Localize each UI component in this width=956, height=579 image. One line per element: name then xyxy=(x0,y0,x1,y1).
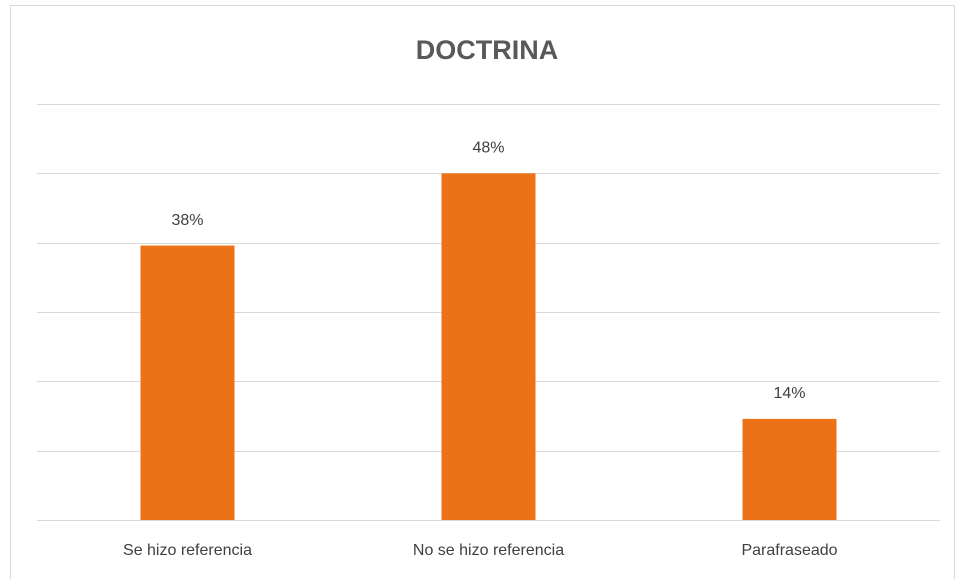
x-tick-label: Se hizo referencia xyxy=(123,542,252,559)
bar xyxy=(441,173,536,521)
bar xyxy=(742,418,837,520)
chart-title: DOCTRINA xyxy=(416,35,559,65)
x-tick-label: No se hizo referencia xyxy=(413,542,564,559)
x-tick-label: Parafraseado xyxy=(741,542,837,559)
data-label: 38% xyxy=(171,212,203,229)
bar xyxy=(140,245,235,521)
data-label: 14% xyxy=(773,385,805,402)
data-label: 48% xyxy=(472,140,504,157)
